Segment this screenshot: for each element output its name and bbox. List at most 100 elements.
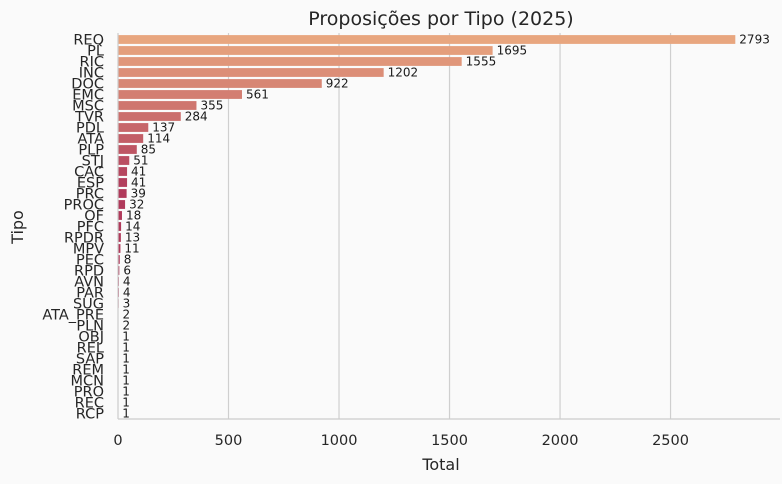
data-label: 561: [246, 88, 269, 102]
y-tick-label: TVR: [74, 110, 104, 126]
data-label: 922: [326, 77, 349, 91]
grid: [227, 33, 672, 419]
x-tick-label: 0: [113, 433, 122, 449]
y-tick-label: PLN: [76, 319, 104, 335]
data-label: 1: [122, 352, 130, 366]
bar-esp: [118, 178, 128, 187]
data-label: 41: [131, 176, 146, 190]
data-label: 137: [152, 121, 175, 135]
bar-ric: [118, 57, 462, 66]
y-tick-label: PL: [87, 44, 104, 60]
data-label: 1: [122, 363, 130, 377]
y-tick-label: DOC: [71, 77, 104, 93]
data-label: 1555: [466, 55, 497, 69]
bar-proc: [118, 200, 126, 209]
y-tick-label: ESP: [77, 176, 104, 192]
bar-msc: [118, 101, 197, 110]
bar-req: [118, 35, 736, 44]
y-tick-label: REQ: [73, 33, 104, 49]
x-tick-label: 2000: [542, 433, 579, 449]
data-label: 1202: [388, 66, 419, 80]
bar-pl: [118, 46, 493, 55]
data-label: 355: [200, 99, 223, 113]
data-label: 11: [124, 242, 139, 256]
data-label: 8: [124, 253, 132, 267]
data-label: 2793: [739, 33, 770, 47]
chart-title: Proposições por Tipo (2025): [308, 8, 573, 30]
y-tick-label: EMC: [72, 88, 104, 104]
y-axis-label: Tipo: [8, 210, 27, 245]
data-label: 1: [122, 374, 130, 388]
y-tick-label: PAR: [76, 286, 104, 302]
bar-doc: [118, 79, 322, 88]
bars: [118, 35, 736, 418]
data-label: 284: [185, 110, 208, 124]
bar-mpv: [118, 244, 121, 253]
y-tick-label: REC: [75, 396, 104, 412]
data-label: 1695: [497, 44, 528, 58]
bar-prc: [118, 189, 127, 198]
x-tick-label: 2500: [652, 433, 689, 449]
y-tick-label: CAC: [74, 165, 104, 181]
y-tick-label: STJ: [82, 154, 104, 170]
bar-inc: [118, 68, 384, 77]
bar-emc: [118, 90, 242, 99]
y-tick-label: OF: [84, 209, 104, 225]
y-tick-label: PDL: [76, 121, 104, 137]
y-tick-label: MPV: [73, 242, 104, 258]
data-label: 1: [122, 330, 130, 344]
y-tick-label: MSC: [72, 99, 104, 115]
y-tick-label: ATA_PRE: [42, 308, 104, 324]
data-label: 4: [123, 286, 131, 300]
data-label: 14: [125, 220, 140, 234]
data-label: 51: [133, 154, 148, 168]
data-label: 39: [131, 187, 146, 201]
y-tick-label: REM: [72, 363, 104, 379]
y-tick-label: ATA: [78, 132, 105, 148]
y-tick-label: RPD: [74, 264, 104, 280]
data-label: 18: [126, 209, 141, 223]
bar-stj: [118, 156, 130, 165]
y-tick-label: PRO: [74, 385, 104, 401]
bar-rpd: [118, 266, 120, 275]
y-tick-label: PLP: [78, 143, 104, 159]
y-tick-label: MCN: [71, 374, 104, 390]
bar-plp: [118, 145, 137, 154]
data-label: 2: [122, 308, 130, 322]
y-tick-label: PRC: [76, 187, 104, 203]
data-label: 85: [141, 143, 156, 157]
bar-cac: [118, 167, 128, 176]
bar-pfc: [118, 222, 122, 231]
y-tick-label: PEC: [76, 253, 104, 269]
bar-rpdr: [118, 233, 121, 242]
y-tick-label: PFC: [77, 220, 104, 236]
bar-of: [118, 211, 122, 220]
data-label: 1: [122, 407, 130, 421]
y-tick-label: PROC: [64, 198, 104, 214]
x-ticks: 0 500 1000 1500 2000 2500: [113, 433, 689, 449]
y-tick-label: OBJ: [78, 330, 104, 346]
data-label: 6: [123, 264, 131, 278]
bar-ata: [118, 134, 144, 143]
data-label: 2: [122, 319, 130, 333]
data-label: 13: [125, 231, 140, 245]
data-label: 1: [122, 385, 130, 399]
y-tick-label: RIC: [80, 55, 104, 71]
y-tick-label: SAP: [76, 352, 104, 368]
data-label: 41: [131, 165, 146, 179]
bar-pdl: [118, 123, 149, 132]
y-tick-label: RPDR: [64, 231, 104, 247]
data-label: 32: [129, 198, 144, 212]
data-label: 1: [122, 341, 130, 355]
data-label: 3: [123, 297, 131, 311]
x-tick-label: 1000: [321, 433, 358, 449]
y-tick-label: AVN: [74, 275, 104, 291]
data-label: 114: [147, 132, 170, 146]
bar-pec: [118, 255, 120, 264]
data-label: 4: [123, 275, 131, 289]
data-label: 1: [122, 396, 130, 410]
x-tick-label: 500: [215, 433, 243, 449]
y-tick-label: SUG: [73, 297, 104, 313]
y-tick-label: REL: [77, 341, 104, 357]
